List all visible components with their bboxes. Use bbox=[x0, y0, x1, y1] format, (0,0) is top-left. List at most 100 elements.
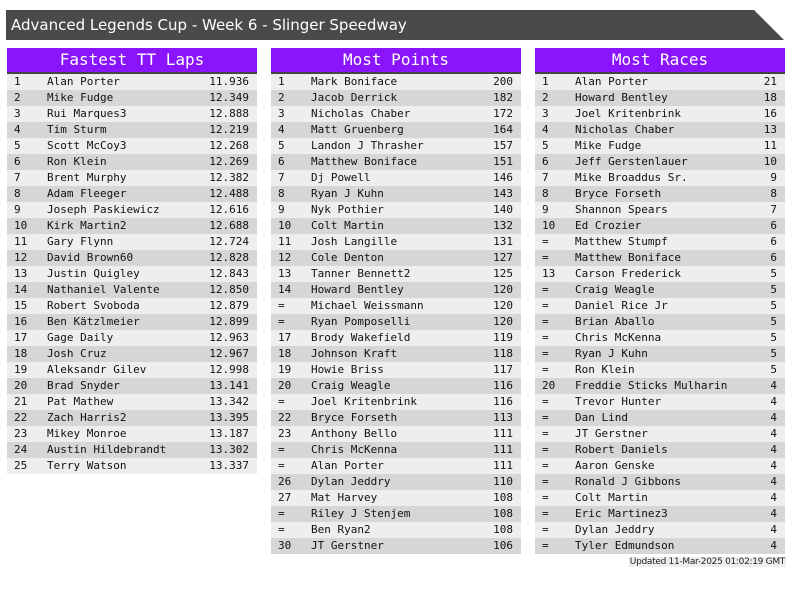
driver-name-cell: Gage Daily bbox=[47, 331, 114, 344]
driver-name-cell: Carson Frederick bbox=[575, 267, 681, 280]
driver-name-cell: Ron Klein bbox=[47, 155, 107, 168]
value-cell: 13.337 bbox=[209, 459, 249, 472]
driver-name-cell: Matthew Boniface bbox=[575, 251, 681, 264]
driver-name-cell: JT Gerstner bbox=[575, 427, 648, 440]
driver-name-cell: Adam Fleeger bbox=[47, 187, 127, 200]
rank-cell: = bbox=[542, 539, 549, 552]
table-row: 4 Matt Gruenberg 164 bbox=[271, 122, 521, 138]
table-row: 1 Mark Boniface 200 bbox=[271, 74, 521, 90]
driver-name-cell: Colt Martin bbox=[311, 219, 384, 232]
rank-cell: 9 bbox=[278, 203, 285, 216]
table-row: 7 Mike Broaddus Sr. 9 bbox=[535, 170, 785, 186]
rank-cell: 3 bbox=[14, 107, 21, 120]
rank-cell: = bbox=[542, 459, 549, 472]
table-row: 11 Josh Langille 131 bbox=[271, 234, 521, 250]
table-row: 10 Kirk Martin2 12.688 bbox=[7, 218, 257, 234]
value-cell: 125 bbox=[493, 267, 513, 280]
driver-name-cell: Craig Weagle bbox=[575, 283, 655, 296]
value-cell: 18 bbox=[763, 91, 777, 104]
value-cell: 111 bbox=[493, 443, 513, 456]
value-cell: 12.268 bbox=[209, 139, 249, 152]
table-row: 5 Mike Fudge 11 bbox=[535, 138, 785, 154]
value-cell: 164 bbox=[493, 123, 513, 136]
value-cell: 111 bbox=[493, 427, 513, 440]
table-row: 8 Adam Fleeger 12.488 bbox=[7, 186, 257, 202]
value-cell: 132 bbox=[493, 219, 513, 232]
value-cell: 117 bbox=[493, 363, 513, 376]
rank-cell: = bbox=[542, 347, 549, 360]
driver-name-cell: Jacob Derrick bbox=[311, 91, 398, 104]
driver-name-cell: Kirk Martin2 bbox=[47, 219, 127, 232]
driver-name-cell: Craig Weagle bbox=[311, 379, 391, 392]
rank-cell: 8 bbox=[542, 187, 549, 200]
driver-name-cell: Nathaniel Valente bbox=[47, 283, 160, 296]
table-row: 7 Brent Murphy 12.382 bbox=[7, 170, 257, 186]
value-cell: 13.342 bbox=[209, 395, 249, 408]
most-points-table: Most Points 1 Mark Boniface 200 2 Jacob Derr… bbox=[271, 48, 521, 554]
driver-name-cell: Shannon Spears bbox=[575, 203, 668, 216]
driver-name-cell: Freddie Sticks Mulharin bbox=[575, 379, 728, 392]
value-cell: 13 bbox=[763, 123, 777, 136]
value-cell: 4 bbox=[770, 443, 777, 456]
driver-name-cell: Joel Kritenbrink bbox=[575, 107, 681, 120]
driver-name-cell: Howard Bentley bbox=[575, 91, 668, 104]
driver-name-cell: Nicholas Chaber bbox=[575, 123, 675, 136]
driver-name-cell: Brent Murphy bbox=[47, 171, 127, 184]
rank-cell: = bbox=[278, 443, 285, 456]
value-cell: 140 bbox=[493, 203, 513, 216]
table-row: 19 Howie Briss 117 bbox=[271, 362, 521, 378]
value-cell: 12.488 bbox=[209, 187, 249, 200]
driver-name-cell: Alan Porter bbox=[311, 459, 384, 472]
table-row: = Dylan Jeddry 4 bbox=[535, 522, 785, 538]
rank-cell: 25 bbox=[14, 459, 28, 472]
value-cell: 6 bbox=[770, 219, 777, 232]
value-cell: 12.967 bbox=[209, 347, 249, 360]
rank-cell: 10 bbox=[542, 219, 556, 232]
driver-name-cell: Tim Sturm bbox=[47, 123, 107, 136]
driver-name-cell: Alan Porter bbox=[47, 75, 120, 88]
driver-name-cell: Matt Gruenberg bbox=[311, 123, 404, 136]
rank-cell: 18 bbox=[14, 347, 28, 360]
table-row: 2 Howard Bentley 18 bbox=[535, 90, 785, 106]
driver-name-cell: Howie Briss bbox=[311, 363, 384, 376]
rank-cell: = bbox=[542, 523, 549, 536]
rank-cell: = bbox=[542, 331, 549, 344]
rank-cell: = bbox=[278, 523, 285, 536]
rank-cell: 20 bbox=[14, 379, 28, 392]
rank-cell: 5 bbox=[542, 139, 549, 152]
table-row: 11 Gary Flynn 12.724 bbox=[7, 234, 257, 250]
driver-name-cell: Howard Bentley bbox=[311, 283, 404, 296]
rank-cell: 5 bbox=[278, 139, 285, 152]
fastest-laps-table: Fastest TT Laps 1 Alan Porter 11.936 2 Mike … bbox=[7, 48, 257, 474]
value-cell: 146 bbox=[493, 171, 513, 184]
rank-cell: 7 bbox=[542, 171, 549, 184]
value-cell: 5 bbox=[770, 267, 777, 280]
rank-cell: 22 bbox=[14, 411, 28, 424]
rank-cell: 13 bbox=[14, 267, 28, 280]
table-row: 25 Terry Watson 13.337 bbox=[7, 458, 257, 474]
rank-cell: 5 bbox=[14, 139, 21, 152]
table-row: = Brian Aballo 5 bbox=[535, 314, 785, 330]
value-cell: 120 bbox=[493, 299, 513, 312]
table-row: = Michael Weissmann 120 bbox=[271, 298, 521, 314]
rank-cell: 10 bbox=[14, 219, 28, 232]
rank-cell: 3 bbox=[542, 107, 549, 120]
value-cell: 12.899 bbox=[209, 315, 249, 328]
value-cell: 4 bbox=[770, 395, 777, 408]
table-row: 24 Austin Hildebrandt 13.302 bbox=[7, 442, 257, 458]
rank-cell: 9 bbox=[542, 203, 549, 216]
table-row: 10 Colt Martin 132 bbox=[271, 218, 521, 234]
table-header: Most Races bbox=[535, 48, 785, 74]
rank-cell: 17 bbox=[14, 331, 28, 344]
driver-name-cell: Bryce Forseth bbox=[575, 187, 662, 200]
driver-name-cell: Mike Broaddus Sr. bbox=[575, 171, 688, 184]
value-cell: 4 bbox=[770, 539, 777, 552]
table-row: 7 Dj Powell 146 bbox=[271, 170, 521, 186]
value-cell: 116 bbox=[493, 379, 513, 392]
value-cell: 4 bbox=[770, 459, 777, 472]
driver-name-cell: Aleksandr Gilev bbox=[47, 363, 147, 376]
driver-name-cell: Zach Harris2 bbox=[47, 411, 127, 424]
table-row: = Riley J Stenjem 108 bbox=[271, 506, 521, 522]
value-cell: 7 bbox=[770, 203, 777, 216]
value-cell: 4 bbox=[770, 379, 777, 392]
